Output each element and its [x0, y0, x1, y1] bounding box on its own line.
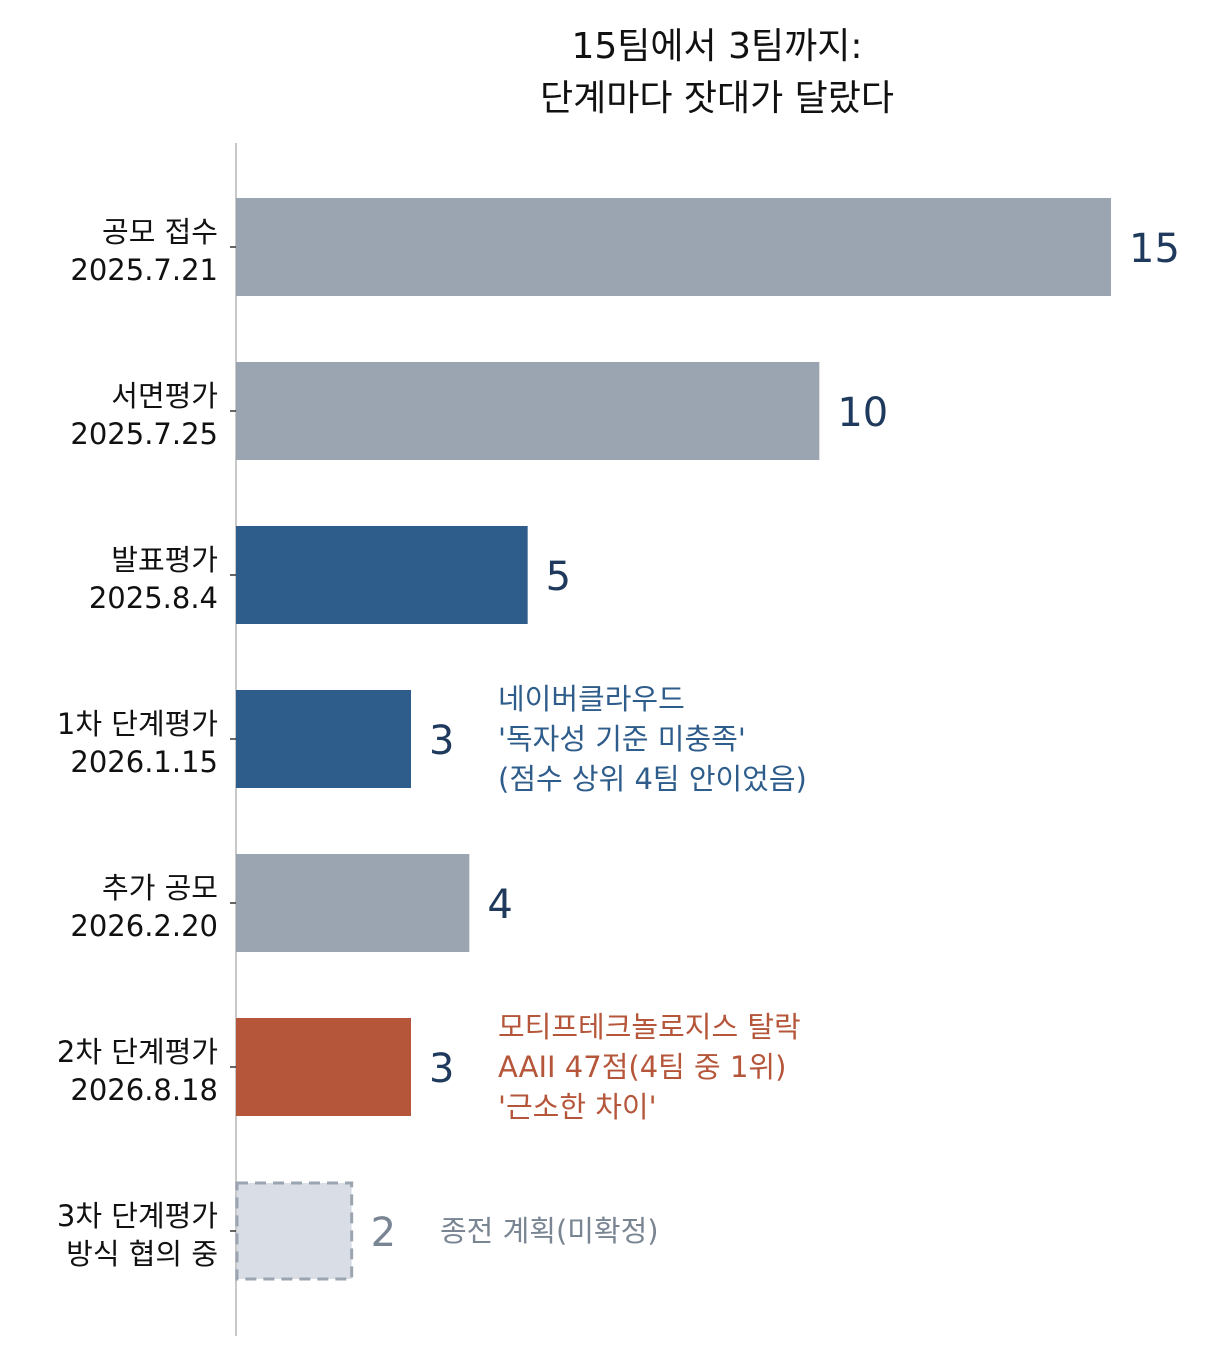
category-label: 공모 접수	[102, 215, 218, 249]
category-label: 추가 공모	[102, 871, 218, 905]
value-label: 3	[429, 718, 454, 764]
category-label: 2025.7.25	[70, 417, 218, 451]
annotation-text: 모티프테크놀로지스 탈락	[498, 1010, 801, 1044]
chart-title-line: 15팀에서 3팀까지:	[571, 26, 862, 67]
bars	[235, 198, 1111, 1281]
annotation-text: (점수 상위 4팀 안이었음)	[498, 762, 807, 796]
category-label: 방식 협의 중	[66, 1237, 218, 1271]
category-label: 1차 단계평가	[57, 707, 218, 741]
value-label: 15	[1129, 226, 1180, 272]
value-label: 5	[546, 554, 571, 600]
annotation-text: '근소한 차이'	[498, 1090, 657, 1124]
category-label: 2025.8.4	[89, 581, 218, 615]
value-label: 2	[371, 1210, 396, 1256]
annotations: 네이버클라우드 '독자성 기준 미충족' (점수 상위 4팀 안이었음) 모티프테크놀…	[440, 682, 807, 1248]
annotation-text: 네이버클라우드	[498, 682, 685, 716]
value-labels: 15 10 5 3 4 3 2	[371, 226, 1180, 1256]
category-label: 2차 단계평가	[57, 1035, 218, 1069]
category-label: 2025.7.21	[70, 253, 218, 287]
category-label: 2026.2.20	[70, 909, 218, 943]
category-label: 서면평가	[111, 379, 218, 413]
bar	[236, 854, 470, 952]
category-label: 발표평가	[111, 543, 218, 577]
category-label: 2026.1.15	[70, 745, 218, 779]
bar	[236, 362, 820, 460]
category-label: 2026.8.18	[70, 1073, 218, 1107]
value-label: 3	[429, 1046, 454, 1092]
value-label: 10	[837, 390, 888, 436]
bar	[236, 526, 528, 624]
bar	[236, 690, 411, 788]
category-label: 3차 단계평가	[57, 1199, 218, 1233]
annotation-text: '독자성 기준 미충족'	[498, 722, 746, 756]
annotation-text: AAII 47점(4팀 중 1위)	[498, 1050, 786, 1084]
bar	[236, 198, 1111, 296]
annotation-text: 종전 계획(미확정)	[440, 1214, 659, 1248]
category-labels: 공모 접수 2025.7.21 서면평가 2025.7.25 발표평가 2025.8.4 1…	[57, 215, 236, 1271]
chart-title-line: 단계마다 잣대가 달랐다	[540, 78, 894, 119]
bar	[236, 1018, 411, 1116]
value-label: 4	[487, 882, 512, 928]
bar	[235, 1181, 354, 1281]
chart-title: 15팀에서 3팀까지: 단계마다 잣대가 달랐다	[540, 26, 894, 119]
